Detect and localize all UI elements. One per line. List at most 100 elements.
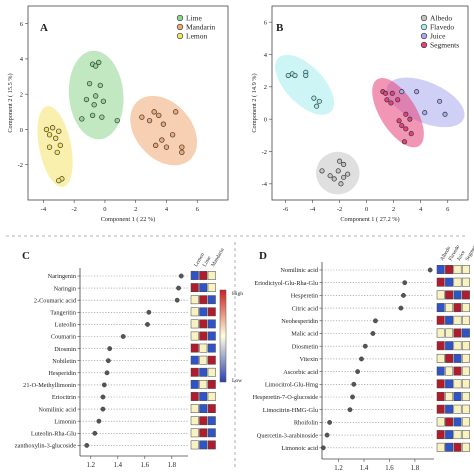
heatmap-cell <box>453 353 462 363</box>
heatmap-cell <box>461 442 470 452</box>
x-tick-label: 1.4 <box>360 465 369 472</box>
data-point-lemon <box>56 177 62 184</box>
heatmap-cell <box>199 416 208 426</box>
heatmap-cell <box>461 341 470 351</box>
vip-point <box>401 292 406 298</box>
heatmap-cell <box>445 353 454 363</box>
data-point-albedo <box>345 171 351 177</box>
y-tick-label: 2 <box>264 84 267 91</box>
x-tick-label: 1.8 <box>168 462 177 469</box>
metabolite-label: Limocitrin-HMG-Glu <box>263 407 319 414</box>
x-tick-label: 6 <box>196 206 200 213</box>
heatmap-cell <box>436 417 445 427</box>
vip-point <box>324 432 330 438</box>
y-tick-label: 4 <box>264 52 268 59</box>
metabolite-label: Diosmin <box>54 346 77 353</box>
metabolite-label: Luteolin <box>55 322 77 329</box>
heatmap-column-label: Lime <box>202 255 213 268</box>
heatmap-cell <box>445 392 454 401</box>
metabolite-label: Eriocitrin <box>52 394 77 401</box>
data-point-segments <box>403 111 409 117</box>
data-point-segments <box>382 90 389 96</box>
x-tick-label: 1.2 <box>334 465 343 472</box>
data-point-lime <box>93 93 99 99</box>
data-point-flavedo <box>314 103 320 109</box>
heatmap-cell <box>445 379 454 389</box>
panel-a-pca-plot: -4 -2 0 2 4 6 -2 0 2 4 6 Component 1 ( 22 %) Compone… <box>7 5 229 223</box>
x-tick-label: 0 <box>103 206 106 213</box>
heatmap-cell <box>190 367 199 377</box>
data-point-segments <box>384 97 390 103</box>
heatmap-cell <box>453 341 462 351</box>
heatmap-cell <box>207 283 216 293</box>
heatmap-cell <box>199 343 208 353</box>
heatmap-cell <box>436 366 445 376</box>
data-point-segments <box>396 118 402 124</box>
metabolite-label: Citric acid <box>292 305 319 312</box>
data-point-flavedo <box>311 95 317 101</box>
data-point-mandarin <box>151 109 157 115</box>
heatmap-cell <box>445 417 454 427</box>
y-tick-label: -4 <box>262 181 268 188</box>
vip-point <box>107 346 113 351</box>
heatmap-cell <box>445 328 454 338</box>
vip-point <box>96 418 102 424</box>
heatmap-cell <box>199 355 208 365</box>
vip-point <box>373 318 378 324</box>
heatmap-cell <box>199 319 208 329</box>
data-point-lime <box>99 114 105 120</box>
heatmap-cell <box>190 295 199 305</box>
data-point-lemon <box>54 149 60 156</box>
heatmap-cell <box>453 442 462 452</box>
x-tick-label: -2 <box>71 206 76 213</box>
vip-point <box>105 358 111 364</box>
legend-marker-mandarin <box>176 23 184 31</box>
vip-point <box>84 442 90 448</box>
vip-point <box>370 331 376 336</box>
data-point-albedo <box>341 161 347 167</box>
legend-marker-juice <box>420 32 428 40</box>
vip-point <box>347 407 353 413</box>
x-tick-label: 0 <box>365 206 368 213</box>
data-point-juice <box>414 89 420 95</box>
legend-label-juice: Juice <box>430 32 446 41</box>
vip-point <box>359 356 364 362</box>
y-tick-label: -2 <box>18 162 23 169</box>
data-point-lime <box>89 112 96 118</box>
heatmap-cell <box>461 353 470 363</box>
heatmap-cell <box>453 366 462 376</box>
heatmap-cell <box>445 442 454 452</box>
metabolite-label: Luteolin-Rha-Glu <box>31 431 77 438</box>
heatmap-cell <box>199 331 208 341</box>
data-point-juice <box>442 111 448 117</box>
heatmap-cell <box>453 392 462 401</box>
heatmap-cell <box>199 392 208 401</box>
y-tick-label: 0 <box>20 127 23 134</box>
data-point-mandarin <box>160 121 167 127</box>
heatmap-cell <box>453 417 462 427</box>
data-point-segments <box>388 100 394 106</box>
vip-point <box>145 321 150 327</box>
heatmap-cell <box>190 440 199 450</box>
heatmap-cell <box>199 380 208 389</box>
vip-point <box>327 419 333 425</box>
data-point-albedo <box>319 168 325 174</box>
legend-marker-lime <box>176 14 184 22</box>
heatmap-cell <box>190 307 199 317</box>
panel-d-vip-plot: Nomilinic acid Eriodictyol-Glu-Rha-Glu Hes… <box>253 241 474 472</box>
data-point-juice <box>437 98 443 104</box>
panel-label-d: D <box>259 250 267 262</box>
heatmap-cell <box>207 380 216 389</box>
heatmap-cell <box>199 283 208 293</box>
heatmap-cell <box>436 430 445 440</box>
vip-point <box>178 273 184 279</box>
data-point-lemon <box>56 128 62 134</box>
data-point-mandarin <box>169 132 176 138</box>
heatmap-column-label: Juice <box>456 249 467 262</box>
data-point-lemon <box>46 132 53 138</box>
x-tick-label: 1.2 <box>87 462 96 469</box>
heatmap-cell <box>207 404 216 414</box>
panel-b-pca-plot: -6 -4 -2 0 2 4 6 -4 -2 0 2 4 6 Component 1 ( 27.2 %) C… <box>251 5 469 223</box>
vip-point <box>104 370 110 376</box>
heatmap-cell <box>190 380 199 389</box>
